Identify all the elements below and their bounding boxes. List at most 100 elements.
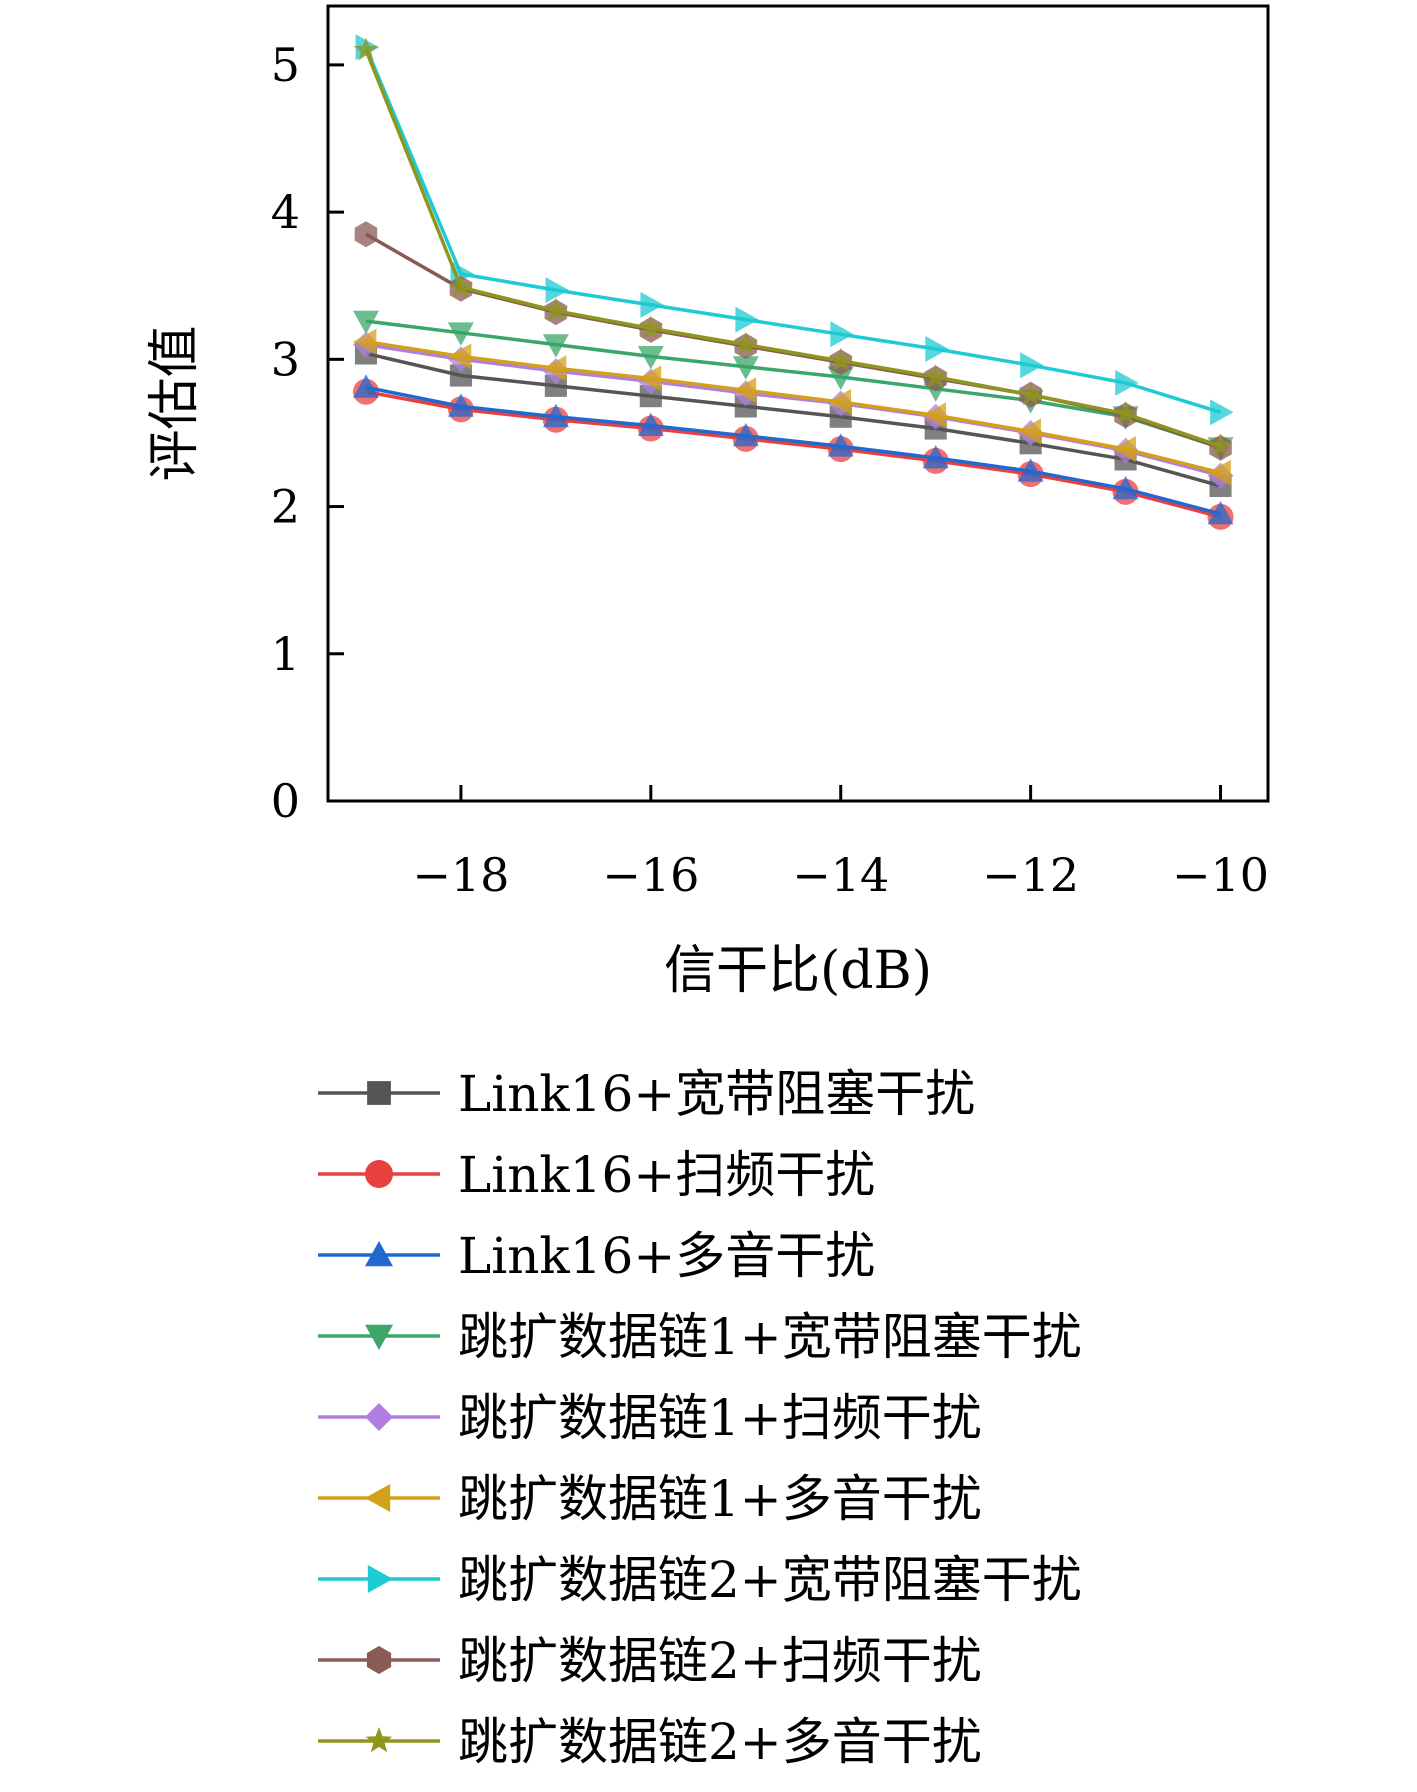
series-line: [365, 319, 1222, 450]
data-point: [637, 346, 664, 370]
data-point: [732, 422, 759, 447]
data-point: [354, 221, 378, 248]
data-point: [1112, 436, 1136, 463]
data-point: [1018, 381, 1043, 406]
legend-label: Link16+宽带阻塞干扰: [458, 1065, 975, 1123]
data-point: [1207, 459, 1231, 486]
legend-marker: [365, 1484, 391, 1512]
x-tick-label: −18: [412, 848, 509, 902]
legend-item: Link16+扫频干扰: [318, 1146, 875, 1204]
data-point: [1208, 433, 1233, 457]
data-point: [353, 37, 379, 61]
data-point: [922, 445, 949, 469]
series-1: [354, 342, 1232, 497]
data-point: [1017, 458, 1044, 482]
legend-label: 跳扩数据链2+宽带阻塞干扰: [458, 1551, 1082, 1609]
data-point: [637, 365, 662, 392]
data-point: [448, 274, 474, 298]
data-point: [1207, 500, 1234, 525]
data-point: [732, 377, 757, 404]
series-line: [364, 46, 1222, 414]
legend: Link16+宽带阻塞干扰 Link16+扫频干扰 Link16+多音干扰跳扩数据链…: [318, 1065, 1082, 1771]
series-8: [354, 221, 1232, 461]
data-point: [827, 389, 852, 415]
legend-marker: [365, 1160, 393, 1188]
y-axis-ticks: 0 1 2 3 4 5: [271, 38, 344, 828]
data-point: [733, 331, 759, 356]
data-point: [543, 297, 569, 322]
legend-label: 跳扩数据链1+宽带阻塞干扰: [458, 1308, 1082, 1366]
data-point: [827, 433, 854, 457]
data-point: [544, 374, 567, 397]
x-axis-title: 信干比(dB): [664, 941, 932, 1001]
legend-marker: [365, 1403, 393, 1431]
legend-marker: [367, 1565, 393, 1593]
data-point: [640, 291, 664, 318]
data-point: [828, 347, 854, 372]
data-point: [830, 321, 854, 348]
y-tick-label: 5: [271, 38, 300, 92]
data-point: [447, 393, 474, 417]
series-line: [365, 351, 1221, 488]
data-point: [637, 412, 664, 436]
data-point: [923, 364, 948, 388]
legend-item: 跳扩数据链2+宽带阻塞干扰: [318, 1551, 1082, 1609]
legend-label: Link16+多音干扰: [458, 1227, 875, 1285]
data-point: [1112, 475, 1139, 500]
series-line: [364, 49, 1222, 448]
legend-marker: [367, 1081, 391, 1105]
series-6: [353, 328, 1231, 486]
data-point: [449, 364, 472, 387]
series-4: [353, 310, 1234, 461]
data-point: [542, 403, 569, 428]
data-point: [447, 322, 474, 346]
x-tick-label: −12: [982, 848, 1079, 902]
y-tick-label: 0: [271, 774, 300, 828]
data-point: [447, 343, 472, 370]
legend-marker: [365, 1324, 393, 1350]
x-axis-ticks: −18 −16 −14 −12 −10: [412, 785, 1269, 902]
data-point: [1017, 418, 1041, 445]
legend-label: 跳扩数据链2+多音干扰: [458, 1713, 982, 1771]
legend-item: Link16+宽带阻塞干扰: [318, 1065, 975, 1123]
legend-item: 跳扩数据链2+扫频干扰: [318, 1632, 982, 1690]
data-point: [1020, 352, 1044, 379]
data-point: [353, 310, 379, 335]
data-point: [542, 355, 567, 382]
series-line: [365, 385, 1221, 516]
data-point: [922, 402, 947, 429]
legend-marker: [365, 1727, 393, 1753]
y-tick-label: 3: [271, 332, 300, 386]
series-line: [365, 232, 1222, 450]
data-point: [545, 277, 569, 304]
data-point: [638, 315, 664, 339]
legend-label: Link16+扫频干扰: [458, 1146, 875, 1204]
series-7: [355, 34, 1234, 426]
series-layer: [352, 34, 1234, 530]
data-point: [542, 334, 569, 358]
x-tick-label: −10: [1172, 848, 1269, 902]
series-9: [353, 37, 1233, 457]
data-point: [827, 366, 854, 390]
legend-label: 跳扩数据链1+扫频干扰: [458, 1389, 982, 1447]
legend-label: 跳扩数据链1+多音干扰: [458, 1470, 982, 1528]
legend-item: 跳扩数据链1+宽带阻塞干扰: [318, 1308, 1082, 1366]
data-point: [639, 385, 662, 408]
series-3: [353, 374, 1234, 525]
series-line: [365, 339, 1221, 475]
y-tick-label: 2: [271, 480, 300, 534]
legend-marker: [366, 1646, 392, 1674]
data-point: [1210, 399, 1234, 426]
data-point: [735, 306, 759, 333]
x-tick-label: −16: [602, 848, 699, 902]
legend-item: 跳扩数据链1+扫频干扰: [318, 1389, 982, 1447]
data-point: [1115, 369, 1139, 396]
data-point: [1113, 400, 1138, 425]
data-point: [353, 374, 379, 398]
data-point: [732, 356, 759, 380]
data-point: [353, 328, 377, 355]
x-tick-label: −14: [792, 848, 889, 902]
y-tick-label: 4: [271, 185, 300, 239]
y-tick-label: 1: [271, 627, 300, 681]
plot-frame: [326, 4, 1270, 803]
